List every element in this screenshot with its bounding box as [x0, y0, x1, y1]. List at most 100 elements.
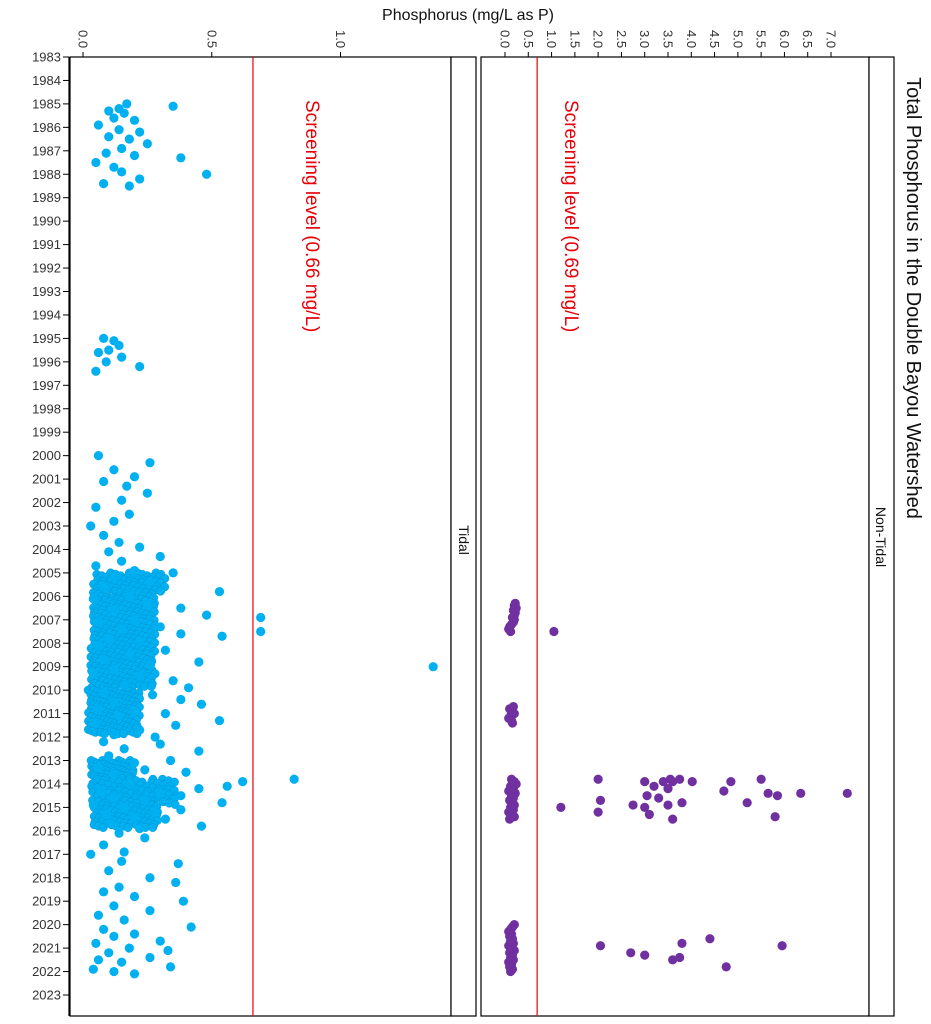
data-point [772, 791, 783, 801]
data-point [145, 873, 155, 883]
data-point [687, 777, 697, 787]
data-point [165, 755, 176, 766]
year-tick-label: 1991 [32, 237, 61, 252]
data-point [109, 966, 119, 977]
year-tick-label: 1987 [32, 143, 61, 158]
data-point [135, 636, 145, 646]
value-tick-label: 0.5 [521, 30, 536, 48]
data-point [842, 788, 852, 798]
data-point [640, 777, 650, 787]
year-tick-label: 1992 [32, 261, 61, 276]
data-point [91, 938, 101, 949]
year-axis: 1983 1984 1985 1986 1987 1988 1989 1990 1991 1992… [32, 50, 70, 1016]
data-point [147, 690, 158, 700]
data-point [668, 814, 678, 824]
data-point [109, 113, 119, 123]
data-point [677, 938, 687, 949]
value-tick-label: 1.5 [567, 30, 582, 48]
data-point [176, 603, 186, 613]
data-point [217, 798, 227, 808]
data-point [93, 910, 104, 920]
data-point [145, 905, 155, 916]
data-point [675, 952, 685, 963]
value-tick-label: 1.0 [333, 30, 348, 48]
data-point [93, 762, 104, 773]
screening-label-tidal: Screening level (0.66 mg/L) [301, 100, 322, 332]
data-point [119, 847, 129, 857]
data-point [145, 659, 155, 669]
data-point [129, 969, 140, 979]
data-point [117, 143, 127, 154]
data-point [705, 934, 715, 944]
data-point [129, 615, 140, 625]
data-point [93, 704, 104, 714]
data-point [129, 150, 140, 161]
data-point [654, 793, 664, 803]
data-point [124, 181, 134, 191]
data-point [675, 774, 685, 784]
data-point [142, 488, 152, 498]
panel-tidal: 0.0 0.5 1.0 [69, 30, 477, 1017]
data-point [99, 687, 109, 698]
year-tick-label: 2020 [32, 917, 61, 932]
data-point [595, 941, 606, 951]
value-tick-label: 6.0 [777, 30, 792, 48]
value-tick-label: 0.0 [498, 30, 513, 48]
data-point [109, 465, 119, 475]
data-point [593, 774, 603, 784]
data-point [101, 809, 111, 820]
data-point [117, 624, 127, 634]
data-point [129, 891, 140, 902]
data-point [99, 887, 109, 897]
data-point [256, 612, 266, 623]
data-point [222, 781, 232, 791]
data-point [640, 950, 650, 960]
data-point [145, 577, 155, 587]
data-point [719, 786, 729, 796]
year-tick-label: 2015 [32, 800, 61, 815]
data-point [100, 729, 109, 739]
data-point [202, 169, 212, 179]
data-point [505, 966, 516, 977]
data-point [777, 941, 787, 951]
year-tick-label: 2011 [33, 706, 61, 721]
data-point [109, 931, 119, 941]
data-point [104, 751, 114, 761]
value-tick-label: 0.5 [204, 30, 219, 48]
data-point [99, 737, 109, 747]
data-point [129, 929, 140, 939]
year-tick-label: 2003 [32, 519, 61, 534]
data-point [556, 802, 566, 813]
year-tick-label: 2018 [32, 870, 61, 885]
data-point [163, 945, 173, 956]
data-point [124, 943, 134, 953]
data-point [176, 629, 186, 639]
year-tick-label: 1999 [32, 425, 61, 440]
data-point [101, 357, 111, 367]
data-point [176, 791, 186, 801]
data-point [99, 179, 109, 189]
value-tick-label: 2.5 [614, 30, 629, 48]
year-tick-label: 2012 [32, 730, 61, 745]
data-point [796, 788, 806, 798]
data-point [168, 676, 178, 686]
data-point [155, 739, 165, 749]
value-tick-label: 6.5 [800, 30, 815, 48]
chart-title: Total Phosphorus in the Double Bayou Wat… [902, 77, 924, 519]
strip-label-nontidal: Non-Tidal [873, 507, 889, 567]
year-tick-label: 2006 [32, 589, 61, 604]
data-point [99, 840, 109, 850]
data-point [148, 823, 158, 832]
data-point [119, 729, 128, 739]
year-tick-label: 2002 [32, 495, 61, 510]
data-point [150, 807, 160, 817]
data-point [135, 542, 145, 552]
data-point [122, 481, 132, 491]
data-point [256, 626, 266, 637]
year-tick-label: 2009 [32, 659, 61, 674]
data-point [114, 711, 124, 721]
data-point [644, 809, 654, 820]
data-point [145, 952, 155, 963]
data-point [124, 779, 134, 789]
data-point [756, 774, 766, 784]
